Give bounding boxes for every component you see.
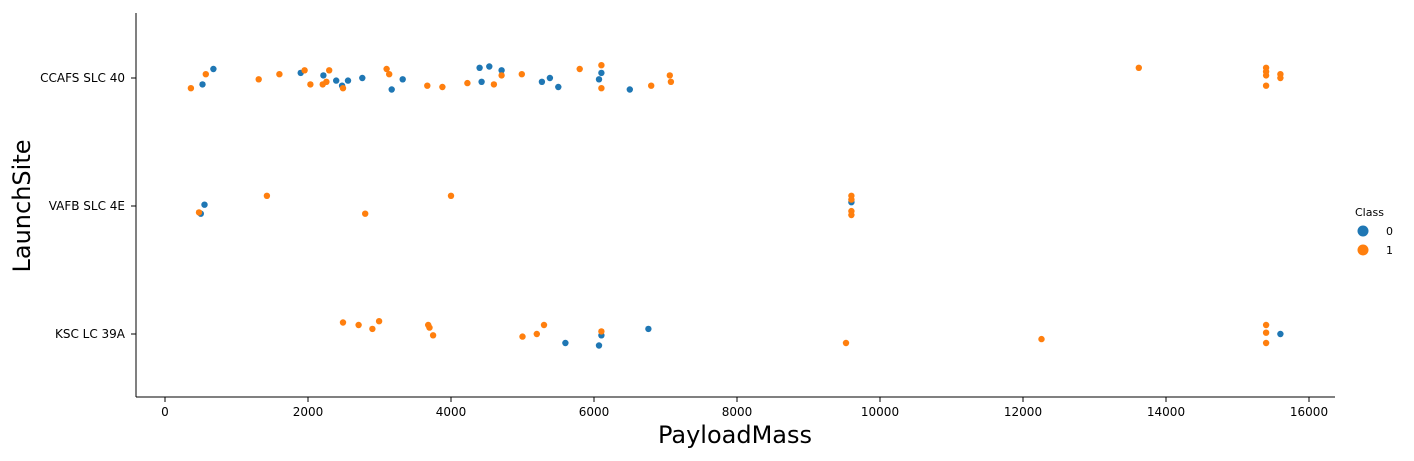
data-point-class-1 bbox=[424, 82, 431, 89]
data-point-class-1 bbox=[1262, 82, 1270, 89]
data-point-class-0 bbox=[359, 74, 366, 82]
y-tick-label: VAFB SLC 4E bbox=[49, 199, 125, 213]
data-point-class-1 bbox=[339, 319, 347, 326]
data-point-class-1 bbox=[202, 71, 209, 78]
x-tick-label: 2000 bbox=[293, 405, 324, 419]
data-points bbox=[187, 61, 1284, 349]
data-point-class-1 bbox=[464, 79, 471, 87]
data-point-class-1 bbox=[842, 339, 850, 347]
data-point-class-1 bbox=[307, 81, 314, 88]
data-point-class-1 bbox=[263, 192, 271, 199]
data-point-class-1 bbox=[598, 61, 605, 69]
x-axis-ticks: 0 2000 4000 6000 8000 10000 12000 14000 16000 bbox=[161, 397, 1328, 419]
data-point-class-1 bbox=[666, 72, 673, 79]
data-point-class-1 bbox=[1262, 329, 1270, 336]
data-point-class-1 bbox=[339, 85, 347, 92]
data-point-class-0 bbox=[626, 86, 633, 93]
data-point-class-1 bbox=[848, 196, 855, 203]
x-tick-label: 10000 bbox=[861, 405, 899, 419]
data-point-class-1 bbox=[1277, 74, 1284, 82]
data-point-class-1 bbox=[540, 321, 548, 329]
data-point-class-1 bbox=[369, 325, 376, 333]
data-point-class-1 bbox=[386, 71, 393, 78]
data-point-class-1 bbox=[598, 328, 605, 335]
data-point-class-1 bbox=[195, 209, 203, 216]
data-point-class-1 bbox=[426, 324, 433, 331]
x-tick-label: 14000 bbox=[1147, 405, 1185, 419]
data-point-class-1 bbox=[1135, 64, 1143, 72]
data-point-class-1 bbox=[533, 330, 540, 338]
data-point-class-0 bbox=[478, 78, 485, 86]
data-point-class-1 bbox=[1262, 72, 1270, 79]
data-point-class-1 bbox=[598, 85, 605, 92]
data-point-class-1 bbox=[667, 78, 675, 86]
legend-title: Class bbox=[1355, 206, 1384, 219]
data-point-class-0 bbox=[476, 64, 483, 72]
data-point-class-1 bbox=[355, 321, 362, 329]
x-tick-label: 12000 bbox=[1004, 405, 1042, 419]
data-point-class-0 bbox=[595, 342, 603, 349]
data-point-class-0 bbox=[498, 67, 505, 74]
data-point-class-0 bbox=[201, 201, 208, 208]
x-tick-label: 16000 bbox=[1290, 405, 1328, 419]
data-point-class-0 bbox=[399, 76, 406, 83]
data-point-class-1 bbox=[447, 192, 455, 199]
data-point-class-1 bbox=[576, 65, 583, 73]
data-point-class-1 bbox=[648, 82, 655, 89]
data-point-class-0 bbox=[210, 65, 217, 73]
data-point-class-1 bbox=[1038, 335, 1045, 343]
legend-marker-1 bbox=[1357, 244, 1369, 256]
data-point-class-1 bbox=[1262, 339, 1270, 347]
data-point-class-0 bbox=[199, 81, 206, 88]
legend-marker-0 bbox=[1357, 225, 1369, 237]
data-point-class-1 bbox=[429, 332, 437, 339]
data-point-class-0 bbox=[486, 63, 493, 70]
data-point-class-1 bbox=[255, 76, 262, 83]
data-point-class-1 bbox=[1262, 321, 1270, 329]
data-point-class-0 bbox=[562, 339, 569, 347]
data-point-class-1 bbox=[519, 333, 526, 340]
data-point-class-1 bbox=[848, 211, 855, 219]
x-axis-title: PayloadMass bbox=[658, 421, 812, 449]
data-point-class-0 bbox=[388, 86, 395, 93]
data-point-class-0 bbox=[546, 74, 554, 82]
data-point-class-1 bbox=[187, 85, 195, 92]
data-point-class-0 bbox=[333, 77, 340, 84]
y-tick-label: CCAFS SLC 40 bbox=[40, 71, 125, 85]
data-point-class-1 bbox=[490, 81, 498, 88]
data-point-class-1 bbox=[301, 67, 308, 74]
data-point-class-1 bbox=[375, 318, 383, 325]
x-tick-label: 6000 bbox=[579, 405, 610, 419]
x-tick-label: 8000 bbox=[722, 405, 753, 419]
data-point-class-0 bbox=[555, 83, 562, 91]
data-point-class-0 bbox=[645, 325, 652, 333]
y-tick-label: KSC LC 39A bbox=[55, 327, 126, 341]
legend: Class 0 1 bbox=[1355, 206, 1393, 257]
data-point-class-1 bbox=[362, 210, 369, 217]
data-point-class-0 bbox=[320, 72, 327, 79]
data-point-class-1 bbox=[439, 83, 446, 91]
data-point-class-1 bbox=[276, 71, 283, 78]
data-point-class-1 bbox=[323, 78, 330, 86]
legend-label-1: 1 bbox=[1386, 244, 1393, 257]
data-point-class-1 bbox=[518, 71, 525, 78]
data-point-class-0 bbox=[1277, 330, 1284, 338]
data-point-class-1 bbox=[383, 65, 390, 73]
data-point-class-1 bbox=[498, 72, 505, 79]
data-point-class-1 bbox=[326, 67, 333, 74]
x-tick-label: 0 bbox=[161, 405, 169, 419]
legend-label-0: 0 bbox=[1386, 225, 1393, 238]
data-point-class-0 bbox=[538, 78, 546, 86]
data-point-class-0 bbox=[595, 76, 603, 83]
x-tick-label: 4000 bbox=[436, 405, 467, 419]
y-axis-ticks: CCAFS SLC 40 VAFB SLC 4E KSC LC 39A bbox=[40, 71, 136, 341]
data-point-class-0 bbox=[598, 69, 605, 77]
y-axis-title: LaunchSite bbox=[8, 140, 36, 273]
data-point-class-0 bbox=[344, 77, 352, 84]
